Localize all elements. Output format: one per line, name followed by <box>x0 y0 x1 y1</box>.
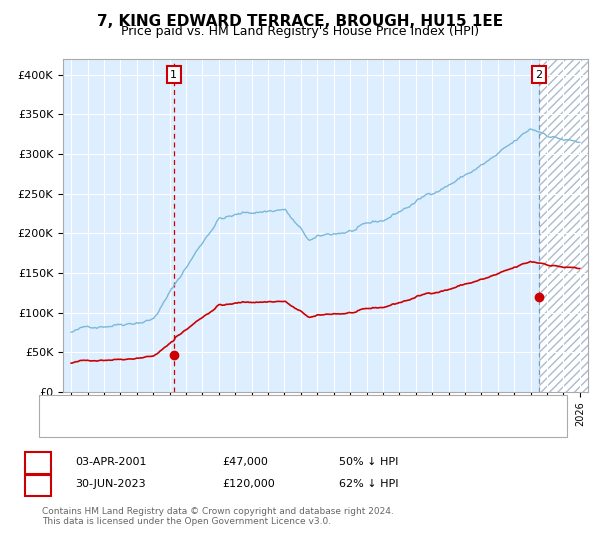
Text: 2: 2 <box>535 69 542 80</box>
Text: 62% ↓ HPI: 62% ↓ HPI <box>339 479 398 489</box>
Text: 1: 1 <box>170 69 177 80</box>
Text: £47,000: £47,000 <box>222 457 268 467</box>
Bar <box>539 59 588 392</box>
Text: £120,000: £120,000 <box>222 479 275 489</box>
Bar <box>539 59 588 392</box>
Text: 03-APR-2001: 03-APR-2001 <box>75 457 146 467</box>
Text: HPI: Average price, detached house, East Riding of Yorkshire: HPI: Average price, detached house, East… <box>90 419 427 429</box>
Text: 2: 2 <box>35 479 43 489</box>
Text: 50% ↓ HPI: 50% ↓ HPI <box>339 457 398 467</box>
Text: 7, KING EDWARD TERRACE, BROUGH, HU15 1EE (detached house): 7, KING EDWARD TERRACE, BROUGH, HU15 1EE… <box>90 403 460 413</box>
Text: 7, KING EDWARD TERRACE, BROUGH, HU15 1EE: 7, KING EDWARD TERRACE, BROUGH, HU15 1EE <box>97 14 503 29</box>
Text: 30-JUN-2023: 30-JUN-2023 <box>75 479 146 489</box>
Text: Contains HM Land Registry data © Crown copyright and database right 2024.
This d: Contains HM Land Registry data © Crown c… <box>42 507 394 526</box>
Text: 1: 1 <box>35 457 43 467</box>
Text: Price paid vs. HM Land Registry's House Price Index (HPI): Price paid vs. HM Land Registry's House … <box>121 25 479 38</box>
